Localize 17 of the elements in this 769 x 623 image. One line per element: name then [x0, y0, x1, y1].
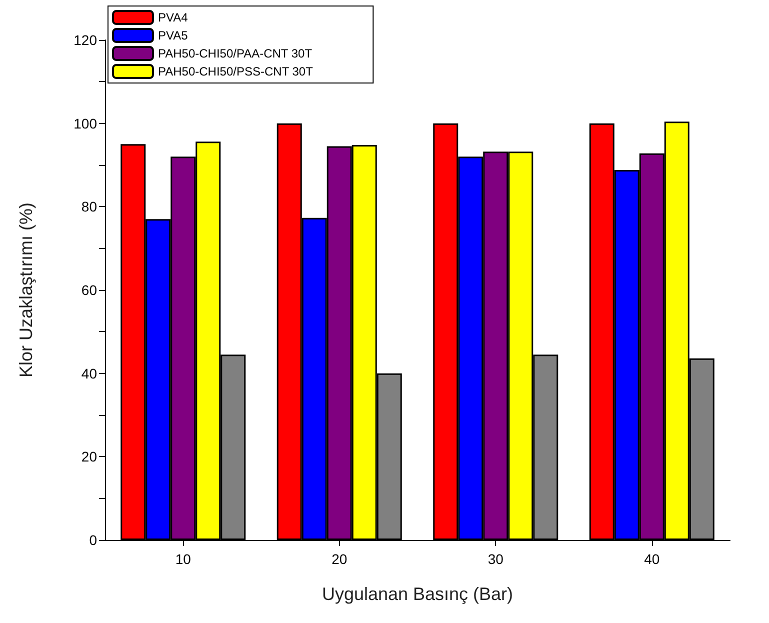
y-tick-label: 60	[81, 282, 98, 298]
y-tick-label: 20	[81, 448, 98, 465]
x-tick-label: 20	[332, 551, 348, 567]
y-tick-label: 0	[89, 532, 98, 548]
x-axis-title: Uygulanan Basınç (Bar)	[322, 584, 514, 604]
y-axis-title: Klor Uzaklaştırımı (%)	[16, 202, 36, 378]
y-tick-label: 100	[74, 115, 98, 132]
y-tick-label: 120	[74, 32, 98, 48]
legend-label: PVA5	[158, 28, 188, 42]
x-tick-label: 30	[488, 551, 504, 567]
legend-label: PVA4	[158, 10, 188, 24]
y-tick-label: 80	[81, 198, 98, 215]
x-tick-label: 40	[644, 551, 660, 567]
legend-label: PAH50-CHI50/PSS-CNT 30T	[158, 64, 314, 78]
x-tick-label: 10	[175, 551, 192, 567]
y-tick-label: 40	[81, 365, 98, 382]
legend-label: PAH50-CHI50/PAA-CNT 30T	[158, 46, 313, 60]
